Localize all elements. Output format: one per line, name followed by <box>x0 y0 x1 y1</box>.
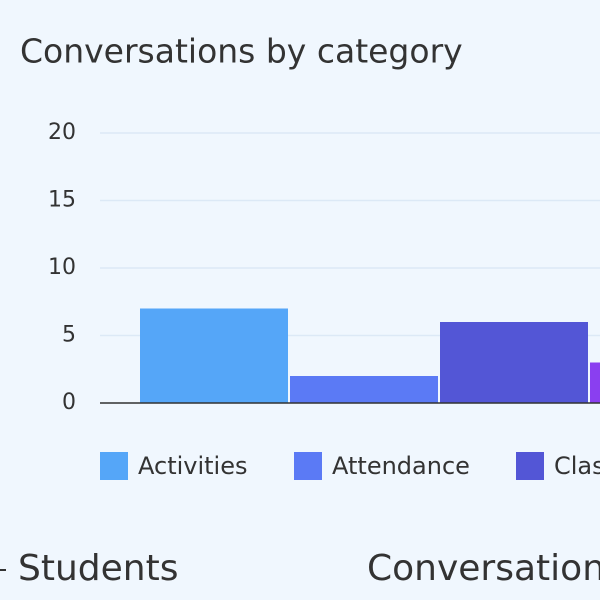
chart-title: Conversations by category <box>20 32 463 71</box>
bar <box>590 362 600 403</box>
legend-swatch <box>516 452 544 480</box>
section-heading: Conversation <box>367 548 600 589</box>
bar <box>290 376 438 403</box>
legend-label: Attendance <box>332 452 470 480</box>
y-tick-label: 20 <box>48 120 76 145</box>
legend-label: Activities <box>138 452 248 480</box>
legend-swatch <box>100 452 128 480</box>
y-tick-label: 10 <box>48 255 76 280</box>
y-tick-label: 15 <box>48 188 76 213</box>
legend-label: Clas <box>554 452 600 480</box>
y-tick-label: 0 <box>62 390 76 415</box>
section-heading: Students <box>18 548 178 589</box>
bar <box>440 322 588 403</box>
bar <box>140 308 288 403</box>
y-tick-label: 5 <box>62 323 76 348</box>
legend-swatch <box>294 452 322 480</box>
